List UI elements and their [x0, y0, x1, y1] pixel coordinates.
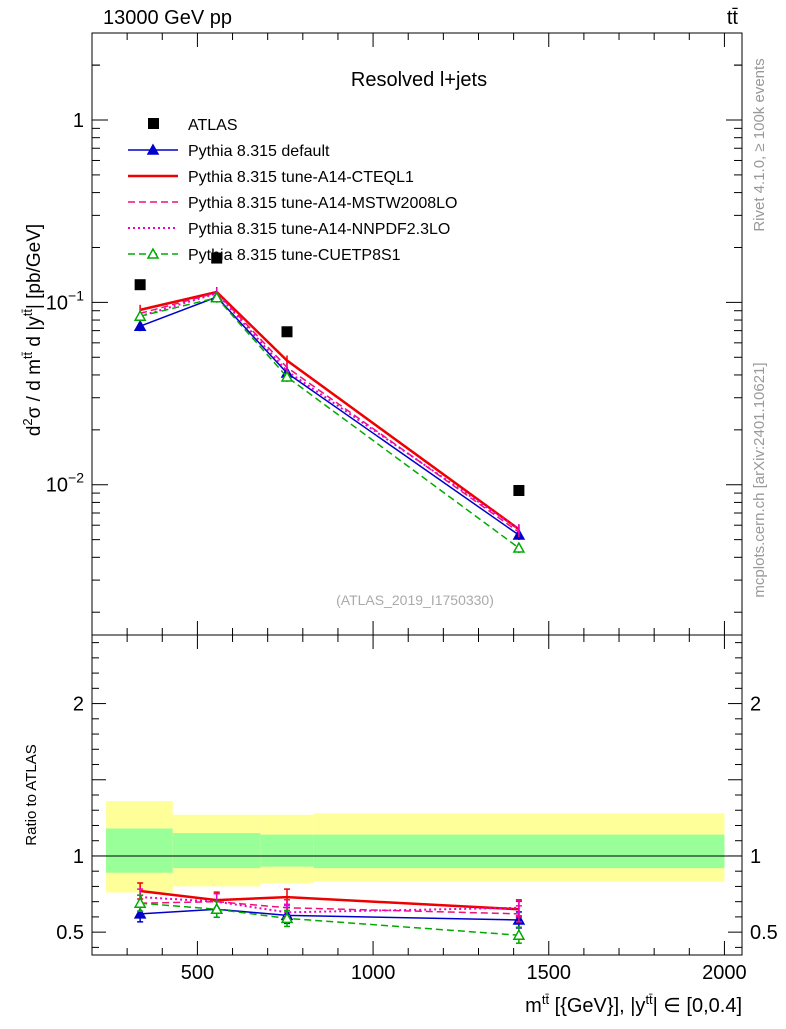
ratio-band-inner	[313, 834, 725, 869]
main-data-layer	[133, 252, 526, 553]
main-panel: 1 10−1 10−2 Resolved l+jets (ATLAS_2019_I1…	[46, 32, 743, 636]
ratio-ytick-label-right: 2	[750, 694, 761, 716]
main-point	[133, 309, 147, 321]
legend-label: Pythia 8.315 default	[188, 143, 330, 160]
legend-label: Pythia 8.315 tune-A14-NNPDF2.3LO	[188, 221, 450, 238]
ratio-ylabel: Ratio to ATLAS	[23, 744, 40, 845]
ratio-band-inner	[106, 828, 173, 873]
ratio-xlabel: mtt̄ [{GeV}], |ytt̄| ∈ [0,0.4]	[525, 992, 742, 1017]
main-ytick-label: 10−1	[46, 287, 84, 314]
legend-label: Pythia 8.315 tune-CUETP8S1	[188, 247, 401, 264]
ratio-ytick-label: 0.5	[56, 922, 84, 944]
ratio-frame	[91, 634, 743, 956]
process-label: tt̄	[727, 7, 739, 29]
legend-label: Pythia 8.315 tune-A14-MSTW2008LO	[188, 195, 457, 212]
ratio-band-inner	[260, 834, 314, 867]
source-label: mcplots.cern.ch [arXiv:2401.10621]	[751, 362, 768, 597]
ratio-xtick-label: 1000	[351, 962, 396, 984]
ratio-point	[512, 928, 526, 940]
ratio-ytick-label: 1	[73, 846, 84, 868]
ratio-ytick-label-right: 1	[750, 846, 761, 868]
ratio-bands	[92, 801, 742, 893]
ratio-series-line	[139, 889, 519, 911]
ratio-point	[210, 902, 224, 915]
legend-label: Pythia 8.315 tune-A14-CTEQL1	[188, 169, 414, 186]
ratio-point	[280, 911, 294, 924]
ratio-band-inner	[172, 833, 261, 869]
legend: ATLAS Pythia 8.315 default Pythia 8.315 tu…	[128, 117, 457, 264]
ratio-ytick-label: 2	[73, 694, 84, 716]
legend-marker-atlas	[148, 118, 159, 129]
main-point	[280, 370, 294, 382]
main-axis-ticks: 1 10−1 10−2	[46, 32, 742, 635]
analysis-label: (ATLAS_2019_I1750330)	[336, 592, 494, 608]
ratio-xtick-label: 1500	[527, 962, 572, 984]
rivet-label: Rivet 4.1.0, ≥ 100k events	[751, 58, 768, 231]
main-ytick-label: 10−2	[46, 470, 84, 497]
ratio-point	[133, 896, 147, 908]
legend-label: ATLAS	[188, 117, 238, 134]
ratio-xtick-label: 2000	[702, 962, 747, 984]
main-series-line	[139, 290, 520, 531]
main-series-line	[139, 292, 520, 531]
ratio-series-line	[140, 902, 519, 936]
main-point	[133, 319, 147, 331]
ratio-data-layer	[133, 882, 526, 944]
legend-marker	[146, 247, 160, 259]
main-series-line	[139, 296, 520, 536]
atlas-data-point	[281, 326, 293, 338]
main-point	[512, 541, 526, 553]
ratio-series-line	[140, 900, 519, 915]
main-series-line	[139, 291, 520, 533]
legend-marker	[146, 143, 160, 155]
ratio-xtick-label: 500	[181, 962, 214, 984]
main-ylabel: d2σ / d mtt̄ d |ytt̄| [pb/GeV]	[20, 224, 45, 436]
ratio-point	[133, 907, 147, 919]
main-series-line	[139, 296, 520, 549]
ratio-series-line	[140, 908, 519, 921]
main-point	[210, 291, 224, 303]
atlas-data-point	[211, 252, 223, 264]
ratio-ytick-label-right: 0.5	[750, 922, 778, 944]
energy-label: 13000 GeV pp	[103, 7, 232, 29]
main-ytick-label: 1	[73, 110, 84, 132]
panel-title: Resolved l+jets	[351, 69, 487, 91]
atlas-data-point	[513, 484, 525, 496]
atlas-data-point	[134, 279, 146, 291]
